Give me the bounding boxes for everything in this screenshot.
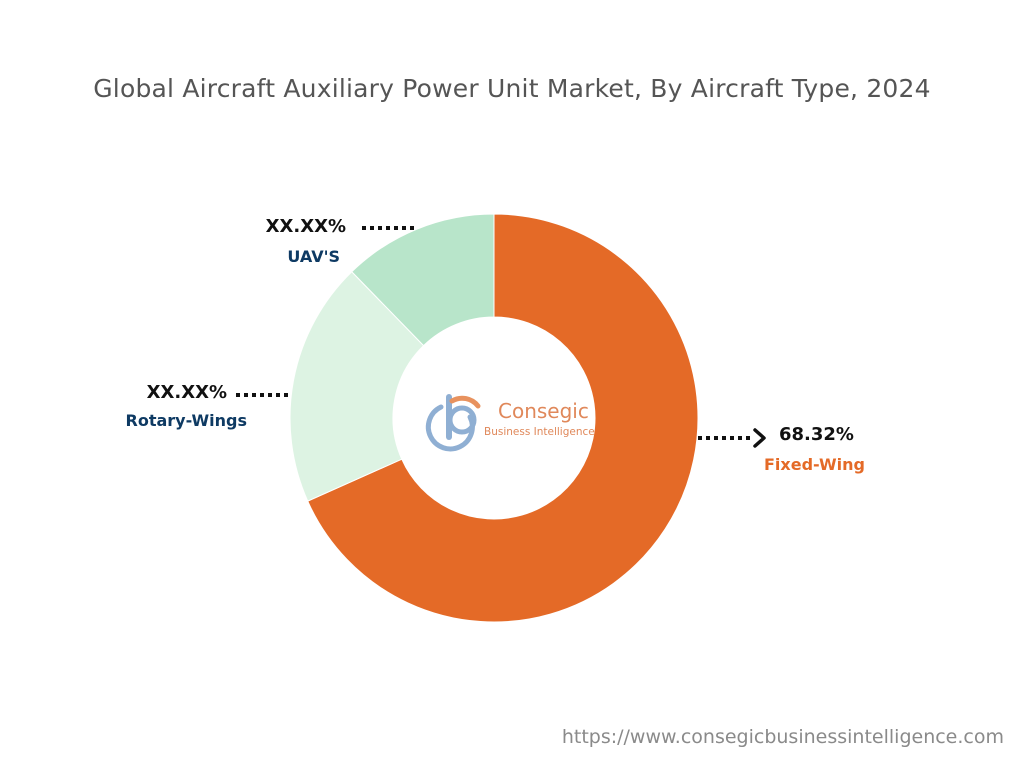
logo-name: Consegic [498, 399, 589, 423]
chart-title: Global Aircraft Auxiliary Power Unit Mar… [93, 74, 931, 103]
fixed-wing-arrow-icon [753, 428, 766, 448]
uavs-category-label: UAV'S [287, 247, 340, 266]
logo-tagline: Business Intelligence [484, 426, 595, 438]
label-uavs: XX.XX% UAV'S [266, 216, 414, 266]
footer-url: https://www.consegicbusinessintelligence… [561, 726, 1004, 748]
rotary-category-label: Rotary-Wings [126, 411, 248, 430]
slice-fixed-wing [307, 213, 699, 623]
fixed-wing-value-label: 68.32% [779, 424, 854, 445]
rotary-value-label: XX.XX% [147, 382, 227, 403]
uavs-value-label: XX.XX% [266, 216, 346, 237]
donut-slices [289, 213, 699, 623]
fixed-wing-category-label: Fixed-Wing [764, 455, 865, 474]
label-fixed-wing: 68.32% Fixed-Wing [698, 424, 865, 474]
slice-rotary-wings [289, 271, 425, 502]
slice-uav-s [351, 213, 495, 347]
logo-b-icon [425, 394, 481, 452]
label-rotary-wings: XX.XX% Rotary-Wings [126, 382, 290, 430]
consegic-logo: Consegic Business Intelligence [425, 394, 595, 452]
